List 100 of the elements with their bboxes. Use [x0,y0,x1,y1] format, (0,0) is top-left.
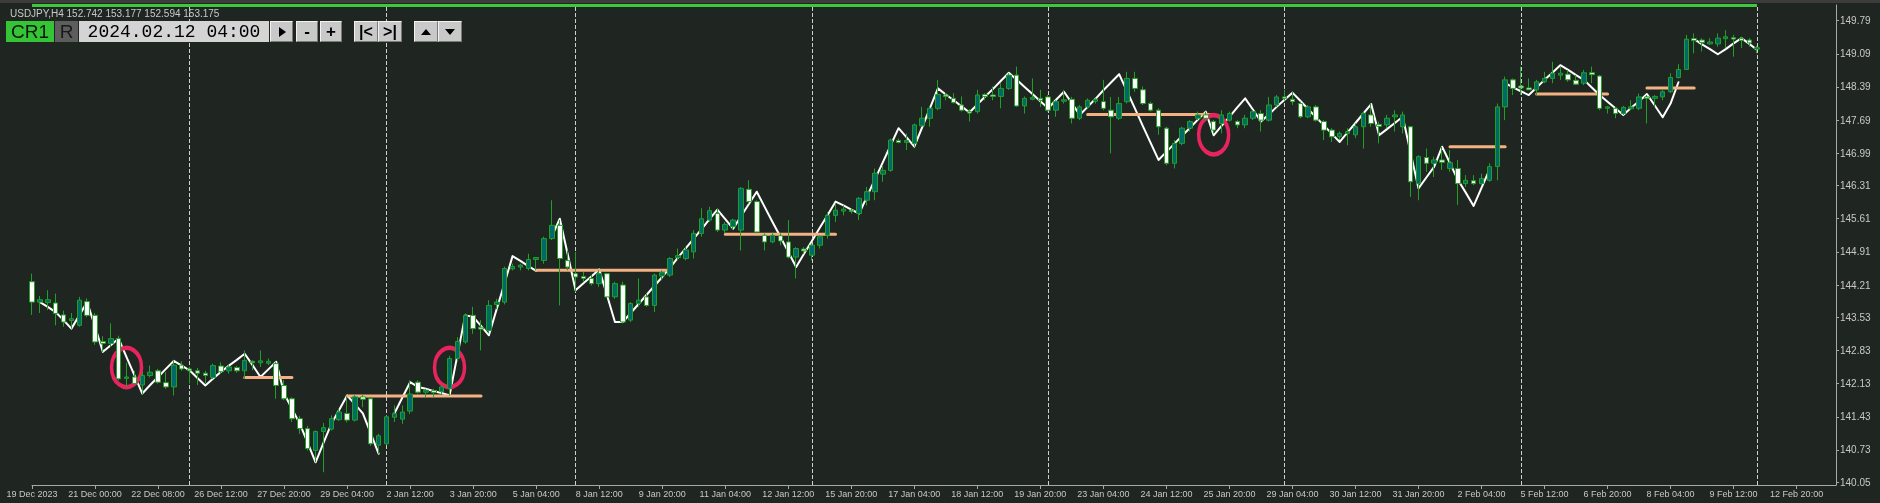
candlestick [1219,109,1224,134]
candlestick [1093,97,1098,105]
candlestick [652,273,657,313]
mode-button: CR1 [6,21,54,42]
candlestick [1290,91,1295,106]
candlestick [604,273,610,298]
y-tick-label: 144.21 [1840,279,1872,291]
x-tick-label: 19 Jan 20:00 [1014,488,1067,499]
x-tick-label: 9 Feb 12:00 [1709,488,1758,499]
candlestick [1636,93,1642,111]
candlestick [1298,101,1303,119]
candlestick [526,253,531,271]
candlestick [242,349,247,380]
candlestick [407,379,413,415]
candlestick [573,251,578,293]
candlestick [368,396,373,447]
candlestick [431,388,437,398]
x-tick-label: 11 Jan 04:00 [699,488,751,499]
candlestick [1038,89,1043,108]
candlestick [1227,111,1232,123]
candlestick [778,232,783,246]
candlestick [329,414,334,432]
candlestick [29,273,35,316]
candlestick [1250,109,1256,121]
candlestick [1558,66,1563,81]
candlestick [1487,162,1492,183]
candlestick [967,108,972,123]
candlestick [1313,104,1319,123]
candlestick [108,322,114,348]
candlestick [707,206,712,223]
candlestick [872,167,878,201]
candlestick [1329,127,1335,143]
candlestick [1156,107,1161,136]
candlestick [1439,146,1445,171]
candlestick [549,199,555,241]
candlestick [1361,111,1366,150]
candlestick [53,293,58,326]
x-tick-label: 5 Feb 12:00 [1520,488,1569,499]
x-tick-label: 27 Dec 20:00 [257,488,311,499]
candlestick [1069,96,1075,124]
x-tick-label: 29 Jan 04:00 [1266,488,1319,499]
candlestick [502,266,507,305]
candlestick [352,394,358,423]
x-tick-label: 6 Feb 20:00 [1583,488,1632,499]
candlestick [1077,104,1082,121]
candlestick [1408,126,1413,198]
candlestick [100,335,106,353]
candlestick [321,422,326,473]
candlestick [463,312,468,345]
candlestick [140,371,145,395]
candlestick [565,249,570,271]
candlestick [1668,72,1673,94]
candlestick [187,366,192,385]
candlestick [336,408,342,422]
r-button: R [55,21,78,42]
candlestick [786,219,791,259]
candlestick [1235,119,1240,129]
candlestick [1471,174,1476,186]
last-button: >| [378,21,402,42]
y-tick-label: 149.79 [1840,15,1872,27]
candlestick [1723,29,1728,49]
candlestick [234,365,240,374]
candlestick [943,92,949,101]
candlestick [935,79,941,111]
candlestick [746,179,752,205]
candlestick [1321,119,1327,141]
candlestick [998,82,1004,109]
candlestick [683,246,689,261]
candlestick [1550,61,1555,84]
candlestick [61,310,66,328]
candlestick [116,335,121,381]
candlestick [439,384,444,395]
candlestick [1172,139,1177,169]
candlestick [1542,71,1547,84]
x-tick-label: 2 Jan 12:00 [386,488,434,499]
candlestick [856,196,862,221]
candlestick [1211,119,1216,134]
candlestick [313,430,318,463]
y-tick-label: 140.05 [1840,476,1872,488]
candlestick [1502,76,1508,121]
candlestick [982,92,988,101]
candlestick [825,211,830,240]
chart-title: USDJPY,H4 152.742 153.177 152.594 153.175 [10,7,220,19]
candlestick [92,312,98,346]
candlestick [447,355,452,396]
candlestick [628,301,633,323]
candlestick [849,208,854,214]
candlestick [541,236,547,265]
candlestick [1676,63,1681,79]
candlestick [226,364,232,375]
candlestick [486,299,492,334]
candlestick [1242,114,1248,129]
candlestick [975,89,980,115]
candlestick [691,229,696,259]
candlestick [1715,32,1721,48]
y-tick-label: 145.61 [1840,213,1872,225]
candlestick [667,256,673,278]
candlestick [919,106,925,128]
candlestick [297,415,303,435]
x-tick-label: 23 Jan 04:00 [1077,488,1130,499]
